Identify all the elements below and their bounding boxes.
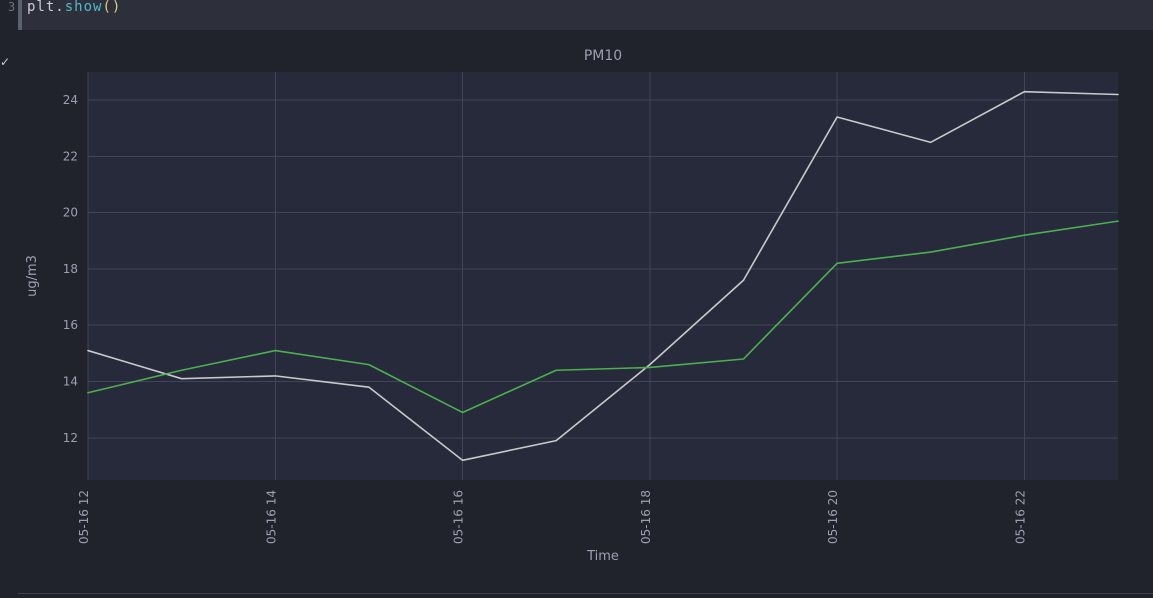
code-token: () <box>102 0 121 15</box>
x-tick-label: 05-16 14 <box>264 490 278 544</box>
code-token: plt <box>27 0 55 15</box>
pm10-line-chart: 12 14 16 18 20 22 24 05-16 12 05-16 14 05-16 16 05… <box>18 42 1150 582</box>
x-tick-label: 05-16 22 <box>1013 490 1027 544</box>
code-text: plt.show() <box>27 0 121 14</box>
x-tick-label: 05-16 16 <box>452 490 466 544</box>
y-tick-label: 14 <box>63 375 78 389</box>
x-tick-label: 05-16 18 <box>639 490 653 544</box>
y-axis-label: ug/m3 <box>25 255 40 297</box>
y-tick-label: 18 <box>63 262 78 276</box>
chart-title: PM10 <box>584 48 622 64</box>
code-cell: 3 plt.show() <box>18 0 1153 30</box>
cell-divider <box>18 593 1153 594</box>
code-line-number: 3 <box>8 0 15 14</box>
exec-check-icon: ✓ <box>0 55 10 69</box>
code-token: show <box>65 0 103 15</box>
x-axis-label: Time <box>586 549 619 564</box>
y-tick-label: 22 <box>63 149 78 163</box>
code-token: . <box>55 0 64 15</box>
y-tick-label: 16 <box>63 318 78 332</box>
x-tick-label: 05-16 12 <box>77 490 91 544</box>
y-tick-label: 20 <box>63 206 78 220</box>
y-tick-label: 24 <box>63 93 78 107</box>
plot-area <box>88 72 1118 480</box>
chart-output: 12 14 16 18 20 22 24 05-16 12 05-16 14 05-16 16 05… <box>18 42 1150 592</box>
x-tick-label: 05-16 20 <box>826 490 840 544</box>
y-tick-label: 12 <box>63 431 78 445</box>
